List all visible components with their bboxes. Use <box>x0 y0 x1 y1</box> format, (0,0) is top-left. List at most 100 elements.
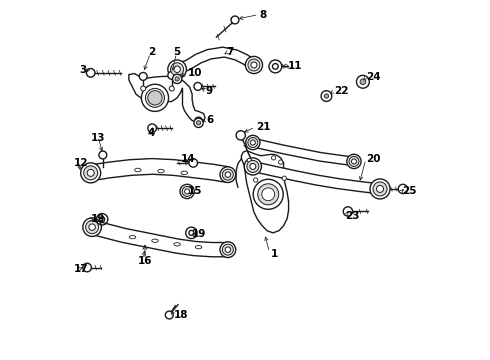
Circle shape <box>99 217 104 222</box>
Circle shape <box>251 62 257 68</box>
Circle shape <box>175 77 179 81</box>
Circle shape <box>351 159 356 164</box>
Text: 6: 6 <box>207 115 214 125</box>
Circle shape <box>169 86 174 91</box>
Circle shape <box>248 59 260 71</box>
Circle shape <box>180 184 194 199</box>
Text: 1: 1 <box>270 249 278 259</box>
Text: 22: 22 <box>334 86 349 96</box>
Circle shape <box>236 131 245 140</box>
Circle shape <box>271 156 276 160</box>
Polygon shape <box>175 47 257 74</box>
Text: 9: 9 <box>206 86 213 96</box>
Text: 10: 10 <box>188 68 202 78</box>
Circle shape <box>279 160 283 164</box>
Circle shape <box>322 93 330 101</box>
Circle shape <box>87 69 95 77</box>
Circle shape <box>99 151 107 159</box>
Circle shape <box>258 184 279 205</box>
Text: 23: 23 <box>345 211 360 221</box>
Circle shape <box>189 158 197 167</box>
Circle shape <box>253 178 258 182</box>
Circle shape <box>245 135 260 150</box>
Circle shape <box>146 88 165 107</box>
Circle shape <box>141 86 146 91</box>
Circle shape <box>398 184 408 194</box>
Circle shape <box>139 72 147 80</box>
Circle shape <box>174 66 180 72</box>
Circle shape <box>222 244 233 255</box>
Polygon shape <box>252 162 381 194</box>
Circle shape <box>262 188 275 201</box>
Circle shape <box>185 189 190 194</box>
Circle shape <box>263 189 273 199</box>
Circle shape <box>225 172 231 177</box>
Circle shape <box>194 118 203 127</box>
Circle shape <box>245 158 262 175</box>
Text: 16: 16 <box>138 256 152 266</box>
Circle shape <box>347 154 361 168</box>
Text: 25: 25 <box>402 186 416 197</box>
Circle shape <box>142 84 169 111</box>
Circle shape <box>247 161 259 172</box>
Circle shape <box>253 179 283 209</box>
Text: 11: 11 <box>288 61 302 71</box>
Circle shape <box>247 158 251 162</box>
Circle shape <box>195 117 202 125</box>
Circle shape <box>148 91 162 105</box>
Circle shape <box>222 169 233 180</box>
Text: 18: 18 <box>173 310 188 320</box>
Circle shape <box>370 179 390 199</box>
Text: 12: 12 <box>74 158 89 168</box>
Polygon shape <box>252 138 355 166</box>
Circle shape <box>272 64 278 69</box>
Text: 19: 19 <box>192 229 206 239</box>
Circle shape <box>173 75 181 83</box>
Text: 7: 7 <box>226 47 234 57</box>
Polygon shape <box>90 158 229 183</box>
Text: 5: 5 <box>173 47 181 57</box>
Circle shape <box>148 124 156 132</box>
Circle shape <box>168 60 186 78</box>
Circle shape <box>356 75 369 88</box>
Circle shape <box>83 218 101 237</box>
Text: 4: 4 <box>148 128 155 138</box>
Circle shape <box>81 163 100 183</box>
Circle shape <box>248 138 258 148</box>
Circle shape <box>349 157 359 166</box>
Circle shape <box>171 63 184 76</box>
Circle shape <box>245 57 263 73</box>
Circle shape <box>83 263 92 272</box>
Circle shape <box>86 221 98 234</box>
Circle shape <box>376 185 384 193</box>
Circle shape <box>225 247 231 252</box>
Text: 13: 13 <box>91 133 105 143</box>
Circle shape <box>220 167 236 183</box>
Circle shape <box>165 311 173 319</box>
Circle shape <box>89 224 96 230</box>
Circle shape <box>172 74 182 84</box>
Circle shape <box>84 166 98 180</box>
Circle shape <box>196 121 201 125</box>
Text: 19: 19 <box>91 214 105 224</box>
Text: 14: 14 <box>181 154 196 164</box>
Circle shape <box>182 186 192 197</box>
Circle shape <box>220 242 236 257</box>
Text: 15: 15 <box>188 186 202 197</box>
Circle shape <box>194 82 202 90</box>
Polygon shape <box>242 151 289 233</box>
Circle shape <box>250 140 255 145</box>
Circle shape <box>282 176 287 180</box>
Circle shape <box>150 93 160 103</box>
Circle shape <box>373 182 387 196</box>
Text: 2: 2 <box>148 47 155 57</box>
Text: 17: 17 <box>74 264 89 274</box>
Circle shape <box>231 16 239 24</box>
Circle shape <box>189 230 194 235</box>
Polygon shape <box>129 73 205 123</box>
Circle shape <box>250 163 256 170</box>
Circle shape <box>324 94 329 98</box>
Circle shape <box>343 207 352 216</box>
Polygon shape <box>90 220 228 257</box>
Text: 21: 21 <box>256 122 270 132</box>
